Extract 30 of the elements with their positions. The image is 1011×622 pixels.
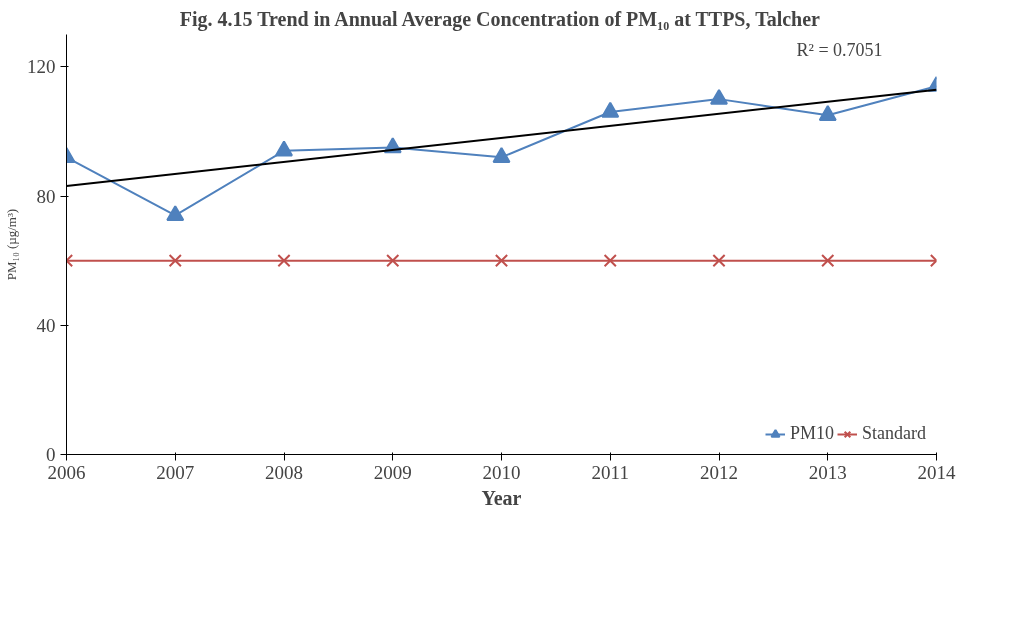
point — [275, 140, 293, 157]
legend-label: Standard — [862, 423, 926, 444]
y-tick-label: 80 — [36, 185, 56, 207]
point — [166, 205, 185, 222]
point — [277, 254, 291, 268]
y-tick-label: 40 — [36, 314, 56, 336]
x-tick-label: 2014 — [917, 461, 956, 483]
point — [386, 254, 400, 268]
point — [821, 254, 835, 268]
x-axis-title: Year — [481, 486, 522, 509]
x-tick-label: 2007 — [156, 461, 195, 483]
x-tick-label: 2009 — [373, 461, 412, 483]
point — [818, 105, 837, 121]
point — [603, 254, 617, 268]
x-tick-label: 2008 — [265, 461, 303, 483]
point — [601, 101, 620, 118]
point — [494, 254, 509, 268]
x-tick-label: 2013 — [808, 461, 847, 483]
point — [710, 88, 728, 105]
point — [168, 254, 182, 268]
x-tick-label: 2012 — [700, 461, 738, 483]
point — [712, 254, 726, 268]
point — [492, 147, 511, 163]
chart-title: Fig. 4.15 Trend in Annual Average Concentration of PM₁₀ at TTPS, Talcher — [179, 7, 821, 31]
y-tick-label: 120 — [27, 56, 56, 78]
y-axis-title: PM₁₀ (µg/m³) — [4, 208, 19, 281]
legend-label: PM10 — [790, 423, 835, 444]
x-tick-label: 2010 — [482, 461, 521, 483]
x-tick-label: 2011 — [591, 461, 629, 483]
annotation: R² = 0.7051 — [796, 39, 883, 60]
